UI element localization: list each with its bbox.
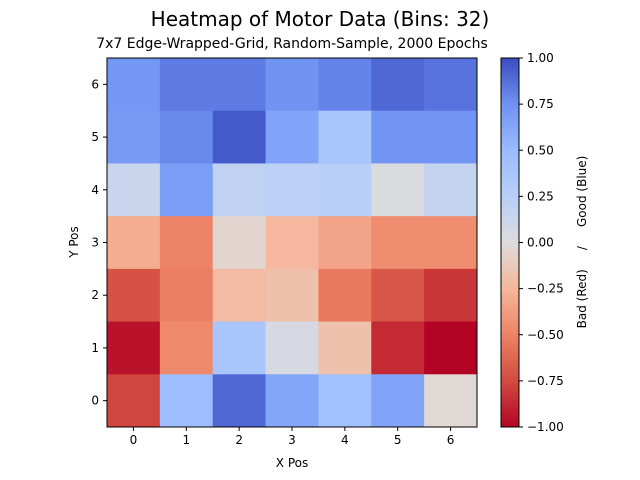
- heatmap-cell: [424, 321, 478, 375]
- heatmap-cell: [318, 268, 372, 323]
- heatmap-cell: [212, 163, 267, 217]
- colorbar-tick-label: −0.25: [527, 282, 564, 296]
- x-tick-label: 1: [182, 433, 190, 447]
- colorbar-tick-label: 0.50: [527, 143, 554, 157]
- heatmap-cell: [107, 163, 161, 217]
- heatmap-cell: [424, 58, 478, 112]
- colorbar-tick-label: 0.25: [527, 189, 554, 203]
- heatmap-cell: [107, 268, 161, 323]
- heatmap-cell: [424, 216, 478, 270]
- heatmap-cell: [212, 216, 267, 270]
- colorbar-tick-label: 1.00: [527, 51, 554, 65]
- heatmap-cell: [371, 374, 425, 428]
- heatmap-cell: [212, 374, 267, 428]
- heatmap-cell: [159, 268, 214, 323]
- x-axis-label: X Pos: [276, 456, 308, 470]
- heatmap-cell: [371, 110, 425, 164]
- colorbar-axis: 1.00 0.75 0.50 0.25 0.00 −0.25 −0.50 −0.75 −1.00: [519, 51, 564, 434]
- heatmap-cell: [159, 321, 214, 375]
- y-tick-label: 1: [91, 341, 99, 355]
- heatmap-cell: [212, 321, 267, 375]
- y-axis: 0 1 2 3 4 5 6: [91, 77, 107, 408]
- heatmap-cell: [424, 110, 478, 164]
- heatmap-cell: [371, 321, 425, 375]
- heatmap-cell: [265, 321, 319, 375]
- y-tick-label: 2: [91, 288, 99, 302]
- x-tick-label: 3: [288, 433, 296, 447]
- heatmap-cell: [318, 58, 372, 112]
- heatmap-cell: [107, 110, 161, 164]
- heatmap-cell: [318, 321, 372, 375]
- heatmap-cell: [318, 374, 372, 428]
- heatmap-cell: [371, 163, 425, 217]
- heatmap-cell: [371, 216, 425, 270]
- heatmap-cell: [159, 110, 214, 164]
- colorbar-tick-label: −1.00: [527, 420, 564, 434]
- heatmap-cell: [159, 374, 214, 428]
- heatmap-cell: [159, 58, 214, 112]
- x-tick-label: 5: [394, 433, 402, 447]
- colorbar-label: Bad (Red) / Good (Blue): [575, 156, 589, 329]
- heatmap-cell: [318, 163, 372, 217]
- colorbar-tick-label: 0.75: [527, 97, 554, 111]
- heatmap-cell: [212, 110, 267, 164]
- heatmap-cell: [265, 216, 319, 270]
- heatmap-cell: [318, 216, 372, 270]
- chart-title: Heatmap of Motor Data (Bins: 32): [150, 7, 490, 31]
- heatmap-cell: [212, 58, 267, 112]
- y-tick-label: 4: [91, 183, 99, 197]
- x-tick-label: 6: [447, 433, 455, 447]
- chart-subtitle: 7x7 Edge-Wrapped-Grid, Random-Sample, 20…: [96, 36, 488, 52]
- heatmap-cell: [371, 268, 425, 323]
- heatmap-cell: [424, 163, 478, 217]
- y-tick-label: 5: [91, 130, 99, 144]
- heatmap-cell: [212, 268, 267, 323]
- heatmap-cell: [371, 58, 425, 112]
- y-axis-label: Y Pos: [67, 226, 81, 259]
- y-tick-label: 6: [91, 77, 99, 91]
- heatmap-cell: [265, 374, 319, 428]
- x-tick-label: 2: [235, 433, 243, 447]
- x-axis: 0 1 2 3 4 5 6: [130, 427, 455, 447]
- heatmap-cell: [107, 216, 161, 270]
- colorbar: [500, 57, 520, 428]
- colorbar-tick-label: 0.00: [527, 236, 554, 250]
- x-tick-label: 4: [341, 433, 349, 447]
- heatmap-cell: [318, 110, 372, 164]
- heatmap-cell: [107, 374, 161, 428]
- heatmap-cell: [159, 163, 214, 217]
- colorbar-tick-label: −0.50: [527, 328, 564, 342]
- y-tick-label: 0: [91, 394, 99, 408]
- heatmap-cells: [107, 58, 478, 428]
- heatmap-cell: [265, 163, 319, 217]
- heatmap-cell: [265, 268, 319, 323]
- heatmap-cell: [159, 216, 214, 270]
- x-tick-label: 0: [130, 433, 138, 447]
- y-tick-label: 3: [91, 236, 99, 250]
- heatmap-cell: [265, 58, 319, 112]
- heatmap-cell: [265, 110, 319, 164]
- colorbar-tick-label: −0.75: [527, 374, 564, 388]
- heatmap-cell: [107, 58, 161, 112]
- heatmap-cell: [424, 268, 478, 323]
- heatmap-cell: [424, 374, 478, 428]
- heatmap-cell: [107, 321, 161, 375]
